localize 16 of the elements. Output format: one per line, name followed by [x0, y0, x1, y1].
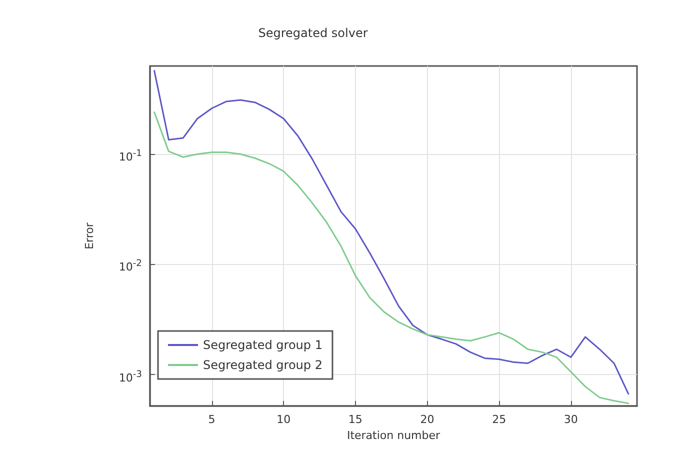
x-tick-label: 30	[564, 413, 578, 426]
y-axis-title: Error	[83, 222, 96, 250]
line-series	[154, 70, 630, 395]
y-tick-label: 10$^{-3}$	[118, 368, 142, 386]
x-tick-label: 10	[276, 413, 291, 426]
x-tick-label: 15	[348, 413, 362, 426]
y-tick-label: 10$^{-1}$	[118, 147, 142, 166]
legend-label: Segregated group 1	[203, 338, 322, 352]
x-tick-label: 5	[208, 413, 216, 426]
legend-label: Segregated group 2	[203, 358, 322, 372]
chart-title: Segregated solver	[258, 26, 368, 40]
x-tick-label: 20	[420, 413, 434, 426]
y-tick-label: 10$^{-2}$	[118, 257, 142, 276]
x-tick-label: 25	[492, 413, 506, 426]
x-axis-title: Iteration number	[346, 428, 441, 442]
line-series	[154, 111, 630, 404]
